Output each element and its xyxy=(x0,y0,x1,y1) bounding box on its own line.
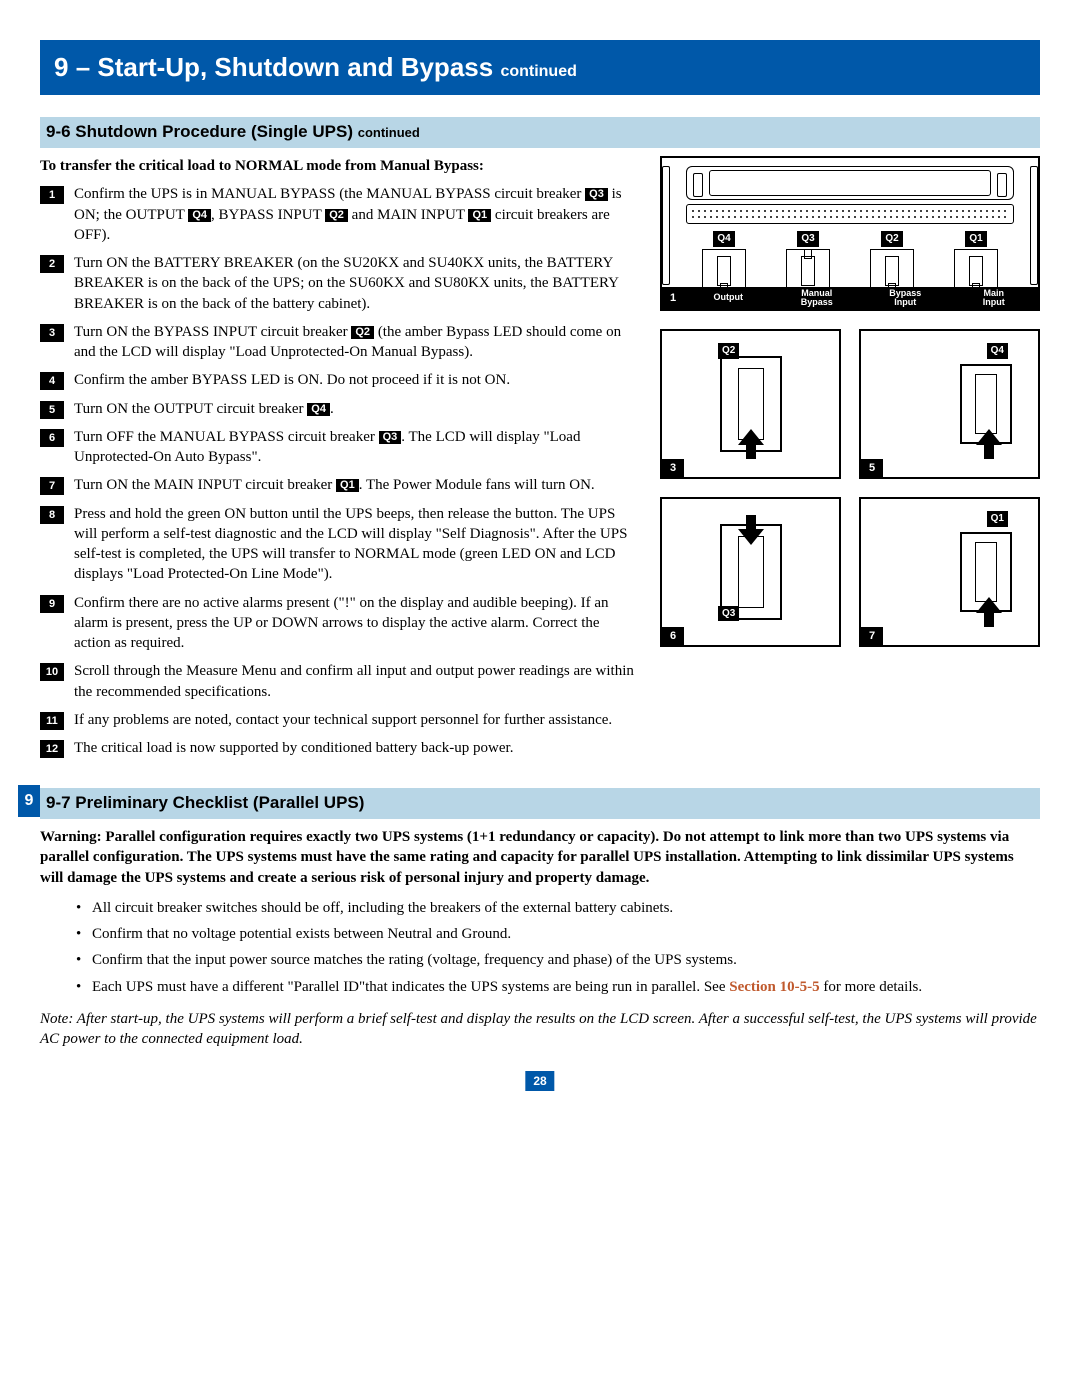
arrow-up-icon xyxy=(976,429,1002,459)
step-12: 12 The critical load is now supported by … xyxy=(40,738,636,758)
diagram-pair-3-5: Q2 3 Q4 5 xyxy=(660,329,1040,479)
diagram-7: Q1 7 xyxy=(859,497,1040,647)
step-number: 8 xyxy=(40,506,64,524)
step-text: Turn ON the BATTERY BREAKER (on the SU20… xyxy=(74,253,636,314)
chapter-title: Start-Up, Shutdown and Bypass xyxy=(97,52,493,82)
diagram-1: Q4 Q3 Q2 Q1 xyxy=(660,156,1040,311)
step-4: 4 Confirm the amber BYPASS LED is ON. Do … xyxy=(40,370,636,390)
procedure-intro: To transfer the critical load to NORMAL … xyxy=(40,156,636,176)
q4-chip: Q4 xyxy=(307,403,330,416)
diagram-6: Q3 6 xyxy=(660,497,841,647)
section-97-note: Note: After start-up, the UPS systems wi… xyxy=(40,1009,1040,1050)
step-text: Turn ON the OUTPUT circuit breaker Q4. xyxy=(74,399,636,419)
step-number: 4 xyxy=(40,372,64,390)
q1-chip: Q1 xyxy=(336,479,359,492)
q3-chip: Q3 xyxy=(379,431,402,444)
page-number: 28 xyxy=(525,1071,554,1091)
procedure-column: To transfer the critical load to NORMAL … xyxy=(40,156,636,766)
step-9: 9 Confirm there are no active alarms pres… xyxy=(40,593,636,654)
breaker-q2: Q2 xyxy=(854,227,930,293)
step-text: If any problems are noted, contact your … xyxy=(74,710,636,730)
section-96-title: 9-6 Shutdown Procedure (Single UPS) xyxy=(46,122,353,141)
step-number: 7 xyxy=(40,477,64,495)
diagram-pair-6-7: Q3 6 Q1 7 xyxy=(660,497,1040,647)
diagram-column: Q4 Q3 Q2 Q1 xyxy=(660,156,1040,766)
step-11: 11 If any problems are noted, contact you… xyxy=(40,710,636,730)
side-tab: 9 xyxy=(18,785,40,817)
checklist-item: Each UPS must have a different "Parallel… xyxy=(76,977,1040,997)
q2-chip: Q2 xyxy=(325,209,348,222)
step-number: 5 xyxy=(40,401,64,419)
vent-row xyxy=(686,204,1014,224)
q4-chip: Q4 xyxy=(188,209,211,222)
section-link[interactable]: Section 10-5-5 xyxy=(729,979,819,995)
step-number: 11 xyxy=(40,712,64,730)
step-text: Press and hold the green ON button until… xyxy=(74,504,636,585)
diagram-3: Q2 3 xyxy=(660,329,841,479)
step-text: Confirm there are no active alarms prese… xyxy=(74,593,636,654)
page: 9 – Start-Up, Shutdown and Bypass contin… xyxy=(0,0,1080,1109)
section-97-heading: 9-7 Preliminary Checklist (Parallel UPS) xyxy=(40,788,1040,819)
checklist-item: Confirm that no voltage potential exists… xyxy=(76,924,1040,944)
step-number: 3 xyxy=(40,324,64,342)
step-3: 3 Turn ON the BYPASS INPUT circuit break… xyxy=(40,322,636,363)
step-number: 6 xyxy=(40,429,64,447)
breaker-row: Q4 Q3 Q2 Q1 xyxy=(686,227,1014,293)
step-1: 1 Confirm the UPS is in MANUAL BYPASS (t… xyxy=(40,184,636,245)
step-text: Turn ON the MAIN INPUT circuit breaker Q… xyxy=(74,475,636,495)
checklist-item: All circuit breaker switches should be o… xyxy=(76,898,1040,918)
chapter-number: 9 xyxy=(54,52,68,82)
breaker-q3: Q3 xyxy=(770,227,846,293)
step-text: The critical load is now supported by co… xyxy=(74,738,636,758)
section-96-body: To transfer the critical load to NORMAL … xyxy=(40,156,1040,766)
procedure-steps: 1 Confirm the UPS is in MANUAL BYPASS (t… xyxy=(40,184,636,758)
step-text: Confirm the amber BYPASS LED is ON. Do n… xyxy=(74,370,636,390)
section-97-title: 9-7 Preliminary Checklist (Parallel UPS) xyxy=(46,793,364,812)
step-6: 6 Turn OFF the MANUAL BYPASS circuit bre… xyxy=(40,427,636,468)
cap-main-input: MainInput xyxy=(950,289,1039,308)
q2-chip: Q2 xyxy=(351,326,374,339)
q3-chip: Q3 xyxy=(585,188,608,201)
arrow-up-icon xyxy=(738,429,764,459)
arrow-down-icon xyxy=(738,515,764,545)
step-text: Confirm the UPS is in MANUAL BYPASS (the… xyxy=(74,184,636,245)
step-number: 9 xyxy=(40,595,64,613)
chapter-header: 9 – Start-Up, Shutdown and Bypass contin… xyxy=(40,40,1040,95)
step-text: Scroll through the Measure Menu and conf… xyxy=(74,661,636,702)
step-number: 10 xyxy=(40,663,64,681)
step-2: 2 Turn ON the BATTERY BREAKER (on the SU2… xyxy=(40,253,636,314)
cap-bypass-input: BypassInput xyxy=(861,289,950,308)
diagram-1-labelstrip: 1 Output ManualBypass BypassInput MainIn… xyxy=(662,287,1038,309)
diagram-5: Q4 5 xyxy=(859,329,1040,479)
q1-chip: Q1 xyxy=(468,209,491,222)
section-97-warning: Warning: Parallel configuration requires… xyxy=(40,827,1040,888)
section-96-continued: continued xyxy=(358,125,420,140)
step-number: 2 xyxy=(40,255,64,273)
checklist-item: Confirm that the input power source matc… xyxy=(76,950,1040,970)
step-5: 5 Turn ON the OUTPUT circuit breaker Q4. xyxy=(40,399,636,419)
breaker-q4: Q4 xyxy=(686,227,762,293)
step-7: 7 Turn ON the MAIN INPUT circuit breaker… xyxy=(40,475,636,495)
step-number: 1 xyxy=(40,186,64,204)
cap-manual-bypass: ManualBypass xyxy=(773,289,862,308)
step-number: 12 xyxy=(40,740,64,758)
breaker-q1: Q1 xyxy=(938,227,1014,293)
step-text: Turn ON the BYPASS INPUT circuit breaker… xyxy=(74,322,636,363)
step-10: 10 Scroll through the Measure Menu and co… xyxy=(40,661,636,702)
rack-top xyxy=(686,166,1014,200)
section-96-heading: 9-6 Shutdown Procedure (Single UPS) cont… xyxy=(40,117,1040,148)
step-text: Turn OFF the MANUAL BYPASS circuit break… xyxy=(74,427,636,468)
arrow-up-icon xyxy=(976,597,1002,627)
chapter-continued: continued xyxy=(500,63,576,80)
cap-output: Output xyxy=(684,293,773,302)
checklist: All circuit breaker switches should be o… xyxy=(40,898,1040,997)
step-8: 8 Press and hold the green ON button unti… xyxy=(40,504,636,585)
